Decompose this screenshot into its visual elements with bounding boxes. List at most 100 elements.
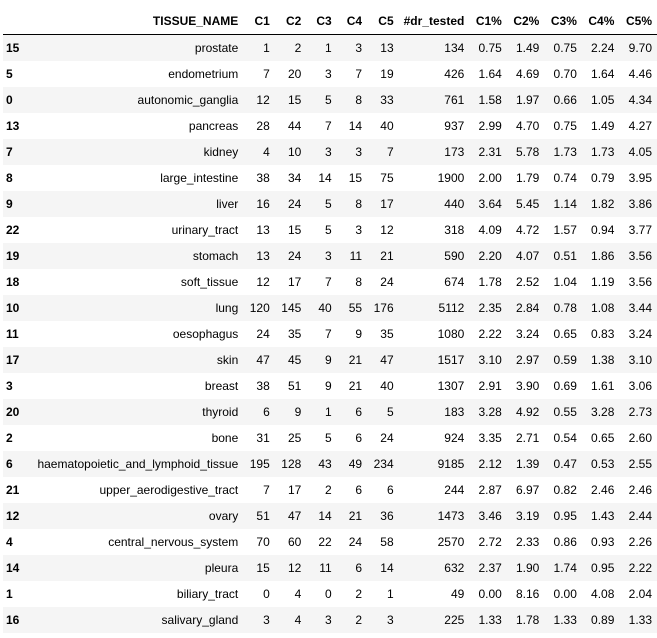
column-header-c3: C3 [306,8,337,35]
c3-cell: 5 [325,431,332,445]
c2-cell: 145 [281,301,302,315]
c5-pct-cell: 9.70 [628,41,652,55]
c3-pct-cell: 0.59 [553,353,577,367]
c3-cell: 3 [325,613,332,627]
c2-cell: 34 [287,171,302,185]
tissue-name-cell: lung [215,301,239,315]
c3-pct-cell: 0.86 [553,535,577,549]
c2-pct-cell: 4.72 [516,223,540,237]
c1-pct-cell: 0.75 [478,41,502,55]
c2-cell: 17 [287,483,302,497]
c5-pct-cell: 2.44 [628,509,652,523]
c2-cell: 15 [287,93,302,107]
c2-cell: 9 [294,405,302,419]
dr-tested-cell: 632 [444,561,465,575]
c5-pct-cell: 3.24 [628,327,652,341]
c2-pct-cell: 3.19 [516,509,540,523]
c1-pct-cell: 0.00 [478,587,502,601]
tissue-name-cell: upper_aerodigestive_tract [99,483,239,497]
c2-cell: 128 [281,457,302,471]
c3-cell: 22 [318,535,332,549]
c1-cell: 12 [256,275,270,289]
c4-pct-cell: 1.19 [591,275,615,289]
c3-pct-cell: 1.14 [553,197,577,211]
c3-pct-cell: 0.65 [553,327,577,341]
c5-cell: 33 [380,93,394,107]
c4-pct-cell: 0.79 [591,171,615,185]
c1-cell: 12 [256,93,270,107]
dr-tested-cell: 244 [444,483,465,497]
dataframe-container: TISSUE_NAME C1 C2 C3 C4 C5 #dr_tested C1… [3,8,657,633]
table-row: 2 bone 31 25 5 6 24 924 3.35 2.71 0.54 0.65 2.60 [3,425,657,451]
c5-pct-cell: 3.44 [628,301,652,315]
c5-cell: 24 [380,431,394,445]
c4-cell: 8 [355,275,363,289]
row-index: 21 [6,483,20,497]
c4-cell: 49 [348,457,363,471]
c2-pct-cell: 1.78 [516,613,540,627]
c4-pct-cell: 1.08 [591,301,615,315]
c4-pct-cell: 2.46 [591,483,615,497]
c5-pct-cell: 4.27 [628,119,652,133]
c1-pct-cell: 2.35 [478,301,502,315]
c1-pct-cell: 2.87 [478,483,502,497]
c4-pct-cell: 2.24 [591,41,615,55]
c5-cell: 40 [380,379,394,393]
c3-pct-cell: 0.55 [553,405,577,419]
c1-pct-cell: 2.00 [478,171,502,185]
c2-pct-cell: 5.45 [516,197,540,211]
c1-cell: 51 [256,509,270,523]
c5-cell: 12 [380,223,394,237]
c3-pct-cell: 0.78 [553,301,577,315]
c3-pct-cell: 0.51 [553,249,577,263]
c4-cell: 55 [348,301,363,315]
c2-pct-cell: 4.69 [516,67,540,81]
tissue-name-cell: oesophagus [172,327,239,341]
c1-pct-cell: 3.10 [478,353,502,367]
column-header-c4: C4 [336,8,368,35]
c4-pct-cell: 0.95 [591,561,615,575]
c5-pct-cell: 2.04 [628,587,652,601]
c2-pct-cell: 4.07 [516,249,540,263]
c2-pct-cell: 3.24 [516,327,540,341]
row-index: 13 [6,119,20,133]
dr-tested-cell: 5112 [438,301,465,315]
c2-cell: 4 [294,613,302,627]
c3-cell: 9 [325,353,332,367]
tissue-name-cell: soft_tissue [180,275,239,289]
c1-cell: 1 [263,41,270,55]
c3-pct-cell: 1.04 [553,275,577,289]
c2-cell: 20 [287,67,302,81]
c4-cell: 8 [355,197,363,211]
c4-cell: 6 [355,483,363,497]
dr-tested-cell: 924 [444,431,465,445]
c5-cell: 1 [386,587,394,601]
column-header-c2: C2 [274,8,307,35]
dr-tested-cell: 1080 [437,327,465,341]
row-index: 17 [6,353,20,367]
c3-cell: 9 [325,379,332,393]
c4-cell: 21 [348,379,363,393]
row-index: 6 [6,457,13,471]
row-index: 14 [6,561,20,575]
dr-tested-cell: 937 [444,119,465,133]
c1-cell: 13 [256,249,270,263]
c1-pct-cell: 2.20 [478,249,502,263]
c2-cell: 35 [287,327,302,341]
tissue-name-cell: prostate [194,41,239,55]
c5-pct-cell: 4.34 [628,93,652,107]
c3-cell: 1 [325,405,332,419]
c1-cell: 70 [256,535,270,549]
tissue-name-cell: urinary_tract [171,223,239,237]
c5-pct-cell: 3.06 [628,379,652,393]
c5-cell: 5 [386,405,394,419]
table-row: 9 liver 16 24 5 8 17 440 3.64 5.45 1.14 1.82 3.86 [3,191,657,217]
c5-pct-cell: 3.95 [628,171,652,185]
tissue-name-cell: skin [216,353,239,367]
c4-pct-cell: 1.64 [591,67,615,81]
row-index: 7 [6,145,13,159]
dr-tested-cell: 2570 [437,535,465,549]
tissue-name-cell: biliary_tract [176,587,239,601]
c5-pct-cell: 3.56 [628,249,652,263]
c4-pct-cell: 1.38 [591,353,615,367]
